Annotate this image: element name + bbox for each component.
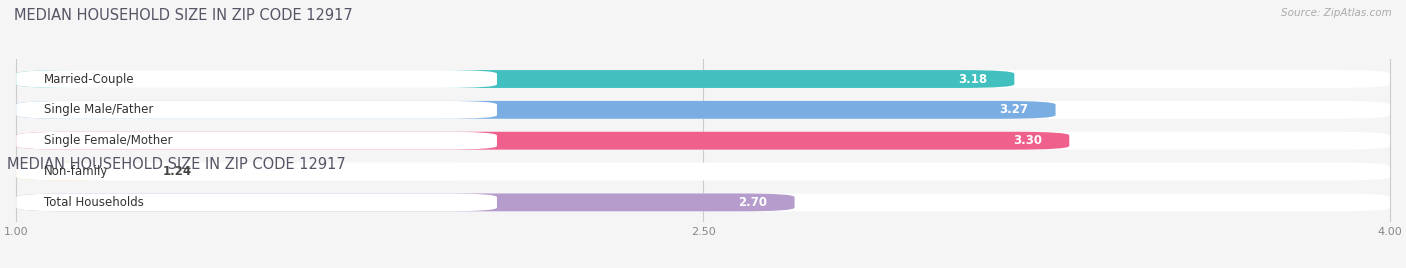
Text: Married-Couple: Married-Couple bbox=[44, 73, 135, 85]
Text: 3.30: 3.30 bbox=[1012, 134, 1042, 147]
FancyBboxPatch shape bbox=[17, 101, 1056, 119]
FancyBboxPatch shape bbox=[17, 163, 496, 180]
FancyBboxPatch shape bbox=[17, 132, 496, 150]
Text: 1.24: 1.24 bbox=[163, 165, 191, 178]
FancyBboxPatch shape bbox=[17, 193, 496, 211]
Text: Single Female/Mother: Single Female/Mother bbox=[44, 134, 172, 147]
Text: Total Households: Total Households bbox=[44, 196, 143, 209]
FancyBboxPatch shape bbox=[17, 70, 1389, 88]
Text: 3.18: 3.18 bbox=[957, 73, 987, 85]
FancyBboxPatch shape bbox=[17, 70, 496, 88]
Text: 3.27: 3.27 bbox=[1000, 103, 1028, 116]
FancyBboxPatch shape bbox=[17, 193, 794, 211]
FancyBboxPatch shape bbox=[17, 163, 127, 180]
Text: Single Male/Father: Single Male/Father bbox=[44, 103, 153, 116]
Text: Non-family: Non-family bbox=[44, 165, 108, 178]
FancyBboxPatch shape bbox=[17, 193, 1389, 211]
FancyBboxPatch shape bbox=[17, 163, 1389, 180]
FancyBboxPatch shape bbox=[17, 101, 1389, 119]
Text: Source: ZipAtlas.com: Source: ZipAtlas.com bbox=[1281, 8, 1392, 18]
Text: MEDIAN HOUSEHOLD SIZE IN ZIP CODE 12917: MEDIAN HOUSEHOLD SIZE IN ZIP CODE 12917 bbox=[7, 157, 346, 172]
FancyBboxPatch shape bbox=[17, 132, 1070, 150]
FancyBboxPatch shape bbox=[17, 70, 1014, 88]
FancyBboxPatch shape bbox=[17, 132, 1389, 150]
Text: MEDIAN HOUSEHOLD SIZE IN ZIP CODE 12917: MEDIAN HOUSEHOLD SIZE IN ZIP CODE 12917 bbox=[14, 8, 353, 23]
FancyBboxPatch shape bbox=[17, 101, 496, 119]
Text: 2.70: 2.70 bbox=[738, 196, 768, 209]
